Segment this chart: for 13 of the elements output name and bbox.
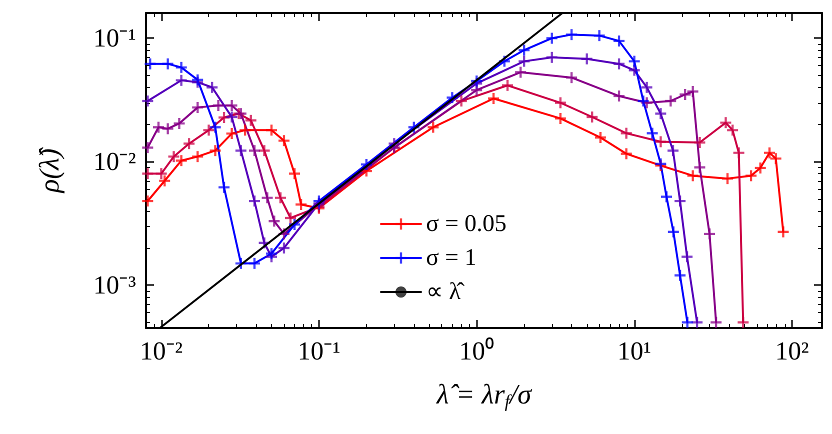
x-tick-label: 10² xyxy=(775,336,810,366)
x-tick-label: 10⁻² xyxy=(140,336,183,366)
legend-label: ∝ λ̂ xyxy=(426,279,465,305)
y-tick-label: 10⁻² xyxy=(93,147,136,176)
y-axis-title: ρ(λ̂) xyxy=(34,146,66,194)
x-tick-label: 10⁻¹ xyxy=(298,336,340,366)
legend-label: σ = 1 xyxy=(426,245,476,271)
y-tick-label: 10⁻¹ xyxy=(93,24,136,53)
x-tick-label: 10⁰ xyxy=(459,336,494,366)
legend-label: σ = 0.05 xyxy=(426,211,506,237)
x-axis-title: λ̂ = λrf/σ xyxy=(436,380,533,411)
x-tick-label: 10¹ xyxy=(617,336,652,366)
y-tick-label: 10⁻³ xyxy=(93,270,136,300)
